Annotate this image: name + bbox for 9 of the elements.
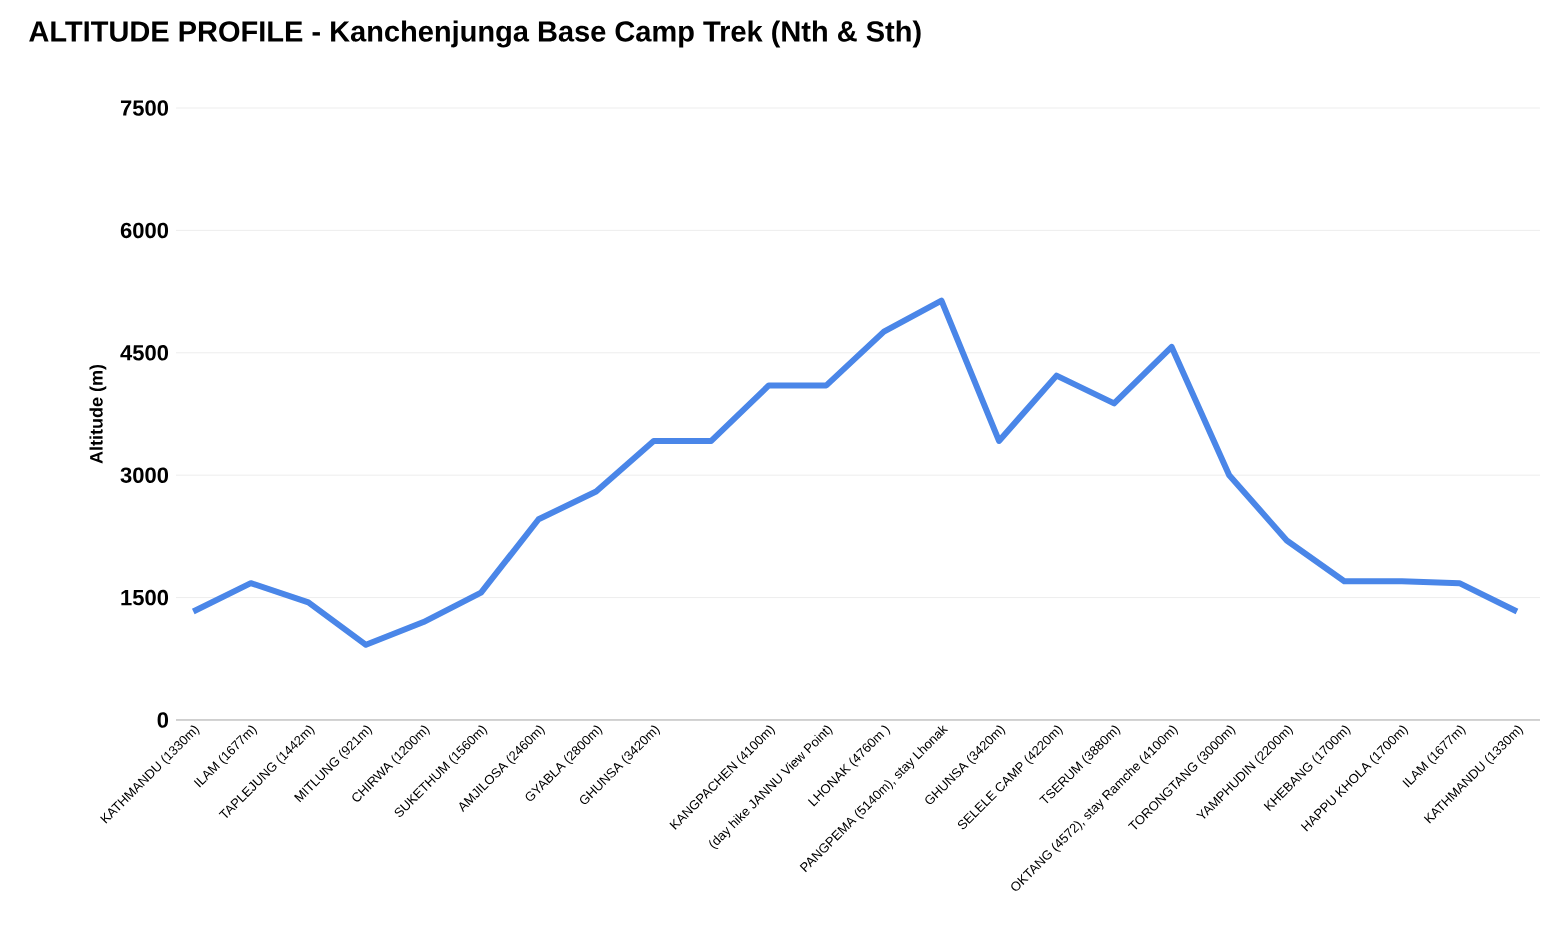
y-tick-label: 7500 bbox=[120, 100, 169, 116]
y-tick-label: 1500 bbox=[121, 589, 169, 606]
y-tick-label: 3000 bbox=[120, 467, 169, 483]
y-tick-label: 0 bbox=[157, 712, 169, 728]
y-tick-label: 6000 bbox=[120, 222, 169, 239]
y-axis-title: Altitude (m) bbox=[89, 364, 107, 464]
chart-title: ALTITUDE PROFILE - Kanchenjunga Base Camp Trek (Nth & Sth) bbox=[29, 20, 921, 48]
line-series bbox=[190, 297, 1520, 648]
y-tick-label: 4500 bbox=[120, 345, 169, 361]
